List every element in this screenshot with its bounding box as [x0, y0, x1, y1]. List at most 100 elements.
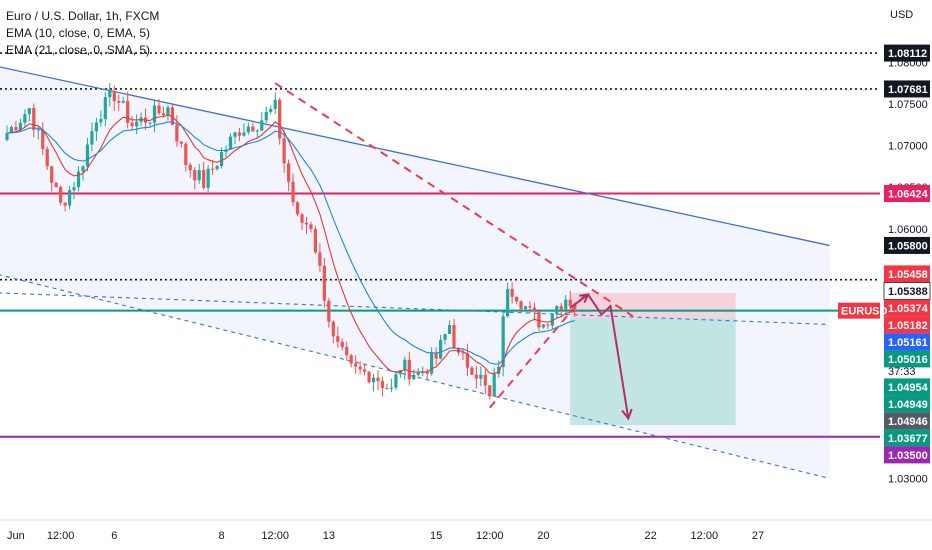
- candle-body-25: [117, 101, 120, 103]
- price-tick-6: 1.06000: [888, 224, 928, 236]
- price-axis[interactable]: USD1.030001.035001.040001.045001.050001.…: [838, 0, 932, 520]
- candle-body-15: [72, 187, 75, 190]
- candle-body-95: [430, 353, 433, 374]
- candle-body-32: [148, 123, 151, 124]
- candle-body-7: [37, 130, 40, 131]
- candle-body-82: [372, 378, 375, 383]
- price-badge-label-12: 1.04946: [888, 416, 928, 428]
- ema21-legend: EMA (21, close, 0, SMA, 5): [6, 42, 159, 59]
- candle-body-68: [309, 224, 312, 229]
- candle-body-55: [251, 127, 254, 132]
- price-badge-label-3: 1.05800: [888, 240, 928, 252]
- time-tick-9: 22: [645, 530, 657, 542]
- candle-body-104: [470, 368, 473, 375]
- price-badge-label-5: 1.05388: [888, 286, 928, 298]
- candle-body-52: [238, 132, 241, 135]
- position-zones: [0, 67, 829, 479]
- candle-body-115: [519, 301, 522, 309]
- candle-body-85: [385, 388, 388, 389]
- candle-body-48: [220, 152, 223, 166]
- time-axis[interactable]: Jun 12:00 6 8 12:00 13 15 12:00 20 22 12:00 27: [0, 520, 932, 542]
- candle-body-100: [452, 325, 455, 348]
- candle-body-47: [215, 166, 218, 169]
- take-profit-zone: [570, 318, 735, 425]
- candle-body-51: [233, 132, 236, 136]
- candle-body-17: [81, 166, 84, 171]
- candle-body-77: [350, 355, 353, 363]
- candle-body-64: [291, 182, 294, 202]
- time-tick-8: 20: [537, 530, 549, 542]
- candle-body-79: [359, 367, 362, 370]
- candle-body-89: [403, 360, 406, 371]
- candle-body-6: [32, 108, 35, 130]
- candle-body-67: [305, 223, 308, 225]
- candle-body-53: [242, 132, 245, 135]
- candle-body-70: [318, 252, 321, 266]
- candle-body-41: [189, 165, 192, 170]
- candle-body-34: [157, 106, 160, 114]
- candle-body-109: [493, 374, 496, 397]
- candle-body-119: [537, 311, 540, 327]
- time-tick-10: 12:00: [691, 530, 719, 542]
- candle-body-44: [202, 170, 205, 188]
- price-badge-label-8: 1.05161: [888, 337, 928, 349]
- candle-body-113: [511, 289, 514, 297]
- candle-body-18: [86, 144, 89, 166]
- price-badge-label-1: 1.07681: [888, 84, 928, 96]
- time-tick-0: Jun: [7, 530, 25, 542]
- countdown-label: 37:33: [888, 366, 916, 378]
- candle-body-23: [108, 91, 111, 97]
- price-badge-label-4: 1.05458: [888, 269, 928, 281]
- candle-body-76: [345, 347, 348, 355]
- candle-body-60: [274, 100, 277, 109]
- candle-body-63: [287, 163, 290, 181]
- time-tick-1: 12:00: [47, 530, 75, 542]
- candle-body-96: [435, 353, 438, 359]
- candle-body-121: [546, 325, 549, 326]
- candle-body-33: [153, 106, 156, 123]
- candle-body-124: [560, 306, 563, 309]
- price-tick-8: 1.07000: [888, 141, 928, 153]
- candle-body-45: [207, 169, 210, 188]
- candle-body-106: [479, 375, 482, 379]
- candle-body-108: [488, 385, 491, 396]
- price-badge-label-14: 1.03500: [888, 450, 928, 462]
- price-badge-label-10: 1.04954: [888, 382, 929, 394]
- candle-body-24: [113, 91, 116, 101]
- candle-body-118: [533, 308, 536, 311]
- candle-body-56: [256, 131, 259, 132]
- candle-body-26: [122, 101, 125, 103]
- symbol-tag-label: EURUSD: [841, 306, 888, 318]
- time-tick-4: 12:00: [261, 530, 289, 542]
- candle-body-4: [23, 114, 26, 123]
- time-tick-2: 6: [111, 530, 117, 542]
- candle-body-105: [475, 375, 478, 379]
- candle-body-21: [99, 119, 102, 122]
- price-badge-label-11: 1.04949: [888, 399, 928, 411]
- candle-body-22: [104, 97, 107, 119]
- candle-body-28: [131, 123, 134, 126]
- candle-body-78: [354, 364, 357, 367]
- candle-body-43: [198, 170, 201, 180]
- candle-body-35: [162, 113, 165, 115]
- candle-body-38: [175, 125, 178, 142]
- price-badge-label-13: 1.03677: [888, 433, 928, 445]
- candle-body-91: [412, 375, 415, 379]
- ema10-legend: EMA (10, close, 0, EMA, 5): [6, 25, 159, 42]
- candle-body-10: [50, 166, 53, 182]
- candle-body-11: [55, 183, 58, 187]
- price-badge-label-0: 1.08112: [888, 48, 927, 60]
- price-badge-label-7: 1.05182: [888, 320, 928, 332]
- candle-body-20: [95, 122, 98, 131]
- price-badge-label-6: 1.05374: [888, 303, 929, 315]
- chart-legend: Euro / U.S. Dollar, 1h, FXCM EMA (10, cl…: [6, 8, 159, 59]
- candle-body-0: [5, 133, 8, 140]
- candle-body-81: [367, 372, 370, 383]
- candle-body-14: [68, 190, 71, 205]
- time-tick-6: 15: [430, 530, 442, 542]
- candle-body-36: [166, 107, 169, 115]
- candle-body-120: [542, 325, 545, 328]
- candle-body-65: [296, 202, 299, 214]
- candle-body-90: [408, 360, 411, 379]
